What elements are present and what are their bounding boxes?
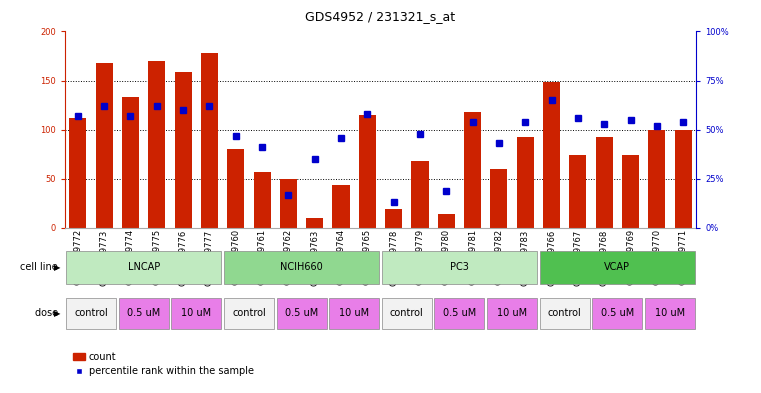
Bar (487, 298, 537, 329)
Bar (596, 136, 613, 228)
Text: dose: dose (35, 309, 61, 318)
Bar (543, 82, 560, 228)
Text: NCIH660: NCIH660 (280, 262, 323, 272)
Bar (490, 169, 508, 228)
Text: 10 uM: 10 uM (655, 309, 685, 318)
Text: 10 uM: 10 uM (497, 309, 527, 318)
Bar (122, 97, 139, 228)
Bar (171, 298, 221, 329)
Bar (276, 298, 326, 329)
Bar (382, 251, 537, 284)
Bar (224, 298, 274, 329)
Text: 0.5 uM: 0.5 uM (600, 309, 634, 318)
Text: 10 uM: 10 uM (181, 309, 212, 318)
Bar (438, 214, 455, 228)
Text: GDS4952 / 231321_s_at: GDS4952 / 231321_s_at (305, 10, 456, 23)
Text: 0.5 uM: 0.5 uM (127, 309, 161, 318)
Text: PC3: PC3 (450, 262, 469, 272)
Text: VCAP: VCAP (604, 262, 630, 272)
Bar (540, 251, 695, 284)
Text: 10 uM: 10 uM (339, 309, 369, 318)
Bar (66, 298, 116, 329)
Bar (96, 63, 113, 228)
Bar (306, 218, 323, 228)
Text: cell line: cell line (20, 262, 61, 272)
Text: control: control (548, 309, 581, 318)
Bar (330, 298, 379, 329)
Text: 0.5 uM: 0.5 uM (285, 309, 318, 318)
Bar (66, 251, 221, 284)
Bar (358, 115, 376, 228)
Bar (253, 172, 271, 228)
Bar (674, 130, 692, 228)
Bar (385, 209, 403, 228)
Text: ▶: ▶ (54, 263, 61, 272)
Bar (540, 298, 590, 329)
Bar (648, 130, 665, 228)
Text: ▶: ▶ (54, 309, 61, 318)
Bar (435, 298, 485, 329)
Bar (464, 112, 481, 228)
Bar (280, 179, 297, 228)
Text: control: control (390, 309, 424, 318)
Legend: count, percentile rank within the sample: count, percentile rank within the sample (69, 348, 258, 380)
Bar (224, 251, 379, 284)
Bar (592, 298, 642, 329)
Text: LNCAP: LNCAP (128, 262, 160, 272)
Text: control: control (74, 309, 108, 318)
Bar (569, 155, 587, 228)
Bar (333, 185, 349, 228)
Bar (148, 61, 165, 228)
Bar (412, 161, 428, 228)
Bar (622, 155, 639, 228)
Bar (174, 72, 192, 228)
Text: 0.5 uM: 0.5 uM (443, 309, 476, 318)
Bar (69, 118, 87, 228)
Bar (645, 298, 695, 329)
Bar (119, 298, 169, 329)
Bar (201, 53, 218, 228)
Text: control: control (232, 309, 266, 318)
Bar (228, 149, 244, 228)
Bar (517, 136, 533, 228)
Bar (382, 298, 431, 329)
